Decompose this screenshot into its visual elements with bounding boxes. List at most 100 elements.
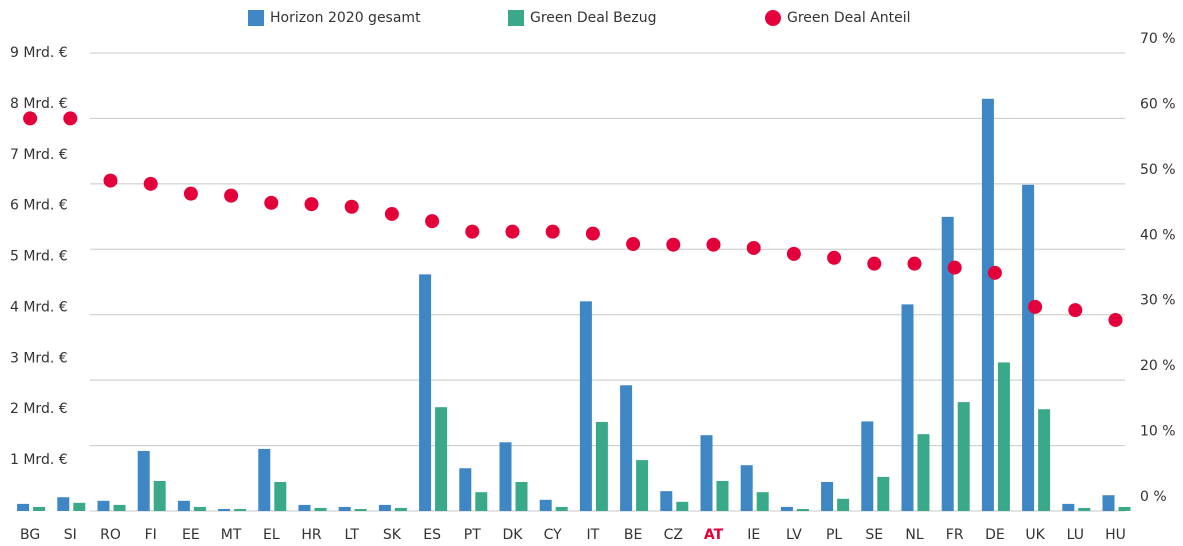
y2-tick-label: 60 % <box>1140 96 1176 112</box>
bar <box>700 435 713 511</box>
x-tick-label: LV <box>786 527 802 543</box>
y2-tick-label: 30 % <box>1140 293 1176 309</box>
x-tick-label: SE <box>865 527 883 543</box>
bar <box>378 504 391 511</box>
bar <box>780 506 793 511</box>
x-tick-label: AT <box>704 527 724 543</box>
bar <box>193 506 206 511</box>
bar <box>459 468 472 511</box>
bar <box>338 506 351 511</box>
bar <box>113 504 126 511</box>
y-tick-label: 6 Mrd. € <box>10 198 68 214</box>
dot <box>183 186 198 201</box>
bar <box>394 507 407 511</box>
x-tick-label: SK <box>383 527 402 543</box>
dot <box>947 260 962 275</box>
y2-tick-label: 40 % <box>1140 227 1176 243</box>
x-tick-label: SI <box>64 527 77 543</box>
bar <box>1078 507 1091 511</box>
bar <box>1038 409 1051 511</box>
dot <box>143 176 158 191</box>
x-tick-label: BG <box>20 527 40 543</box>
dot <box>786 246 801 261</box>
bar <box>957 402 970 511</box>
legend-swatch <box>765 10 781 26</box>
dot <box>264 195 279 210</box>
y2-tick-label: 70 % <box>1140 31 1176 47</box>
dot <box>425 214 440 229</box>
y-tick-label: 3 Mrd. € <box>10 350 68 366</box>
bar <box>314 507 327 511</box>
bar <box>1102 495 1115 511</box>
bar <box>258 448 271 511</box>
dot <box>907 256 922 271</box>
x-tick-label: BE <box>624 527 642 543</box>
dot <box>827 250 842 265</box>
y-tick-label: 9 Mrd. € <box>10 45 68 61</box>
bar <box>73 502 86 511</box>
bar <box>153 480 166 511</box>
x-tick-label: LT <box>344 527 359 543</box>
bar <box>274 481 287 511</box>
bar <box>17 503 30 511</box>
x-tick-label: RO <box>100 527 121 543</box>
dot <box>1028 299 1043 314</box>
dot <box>384 206 399 221</box>
x-tick-label: EL <box>263 527 280 543</box>
x-tick-label: DE <box>985 527 1005 543</box>
dot <box>585 226 600 241</box>
x-tick-label: LU <box>1067 527 1084 543</box>
y-tick-label: 1 Mrd. € <box>10 452 68 468</box>
y-tick-label: 7 Mrd. € <box>10 147 68 163</box>
bar <box>676 501 689 511</box>
legend-swatch <box>508 10 524 26</box>
bar <box>1062 503 1075 511</box>
bar <box>821 481 834 511</box>
bar <box>579 301 592 511</box>
dot <box>987 265 1002 280</box>
bar <box>941 216 954 511</box>
bar <box>137 450 150 511</box>
bar <box>475 492 488 511</box>
dot <box>1108 312 1123 327</box>
y-tick-label: 4 Mrd. € <box>10 299 68 315</box>
x-tick-label: EE <box>182 527 200 543</box>
dot <box>706 237 721 252</box>
y2-tick-label: 10 % <box>1140 424 1176 440</box>
bar <box>57 497 70 511</box>
x-tick-label: IE <box>747 527 760 543</box>
legend-label: Green Deal Anteil <box>787 10 911 26</box>
bar <box>177 500 190 511</box>
x-tick-label: ES <box>423 527 441 543</box>
bar <box>515 481 528 511</box>
bar <box>740 465 753 511</box>
y-tick-label: 2 Mrd. € <box>10 401 68 417</box>
bar <box>981 98 994 512</box>
bar <box>298 504 311 511</box>
bar <box>796 508 809 511</box>
x-tick-label: CZ <box>664 527 683 543</box>
dot <box>103 173 118 188</box>
bar <box>1118 506 1131 511</box>
dot <box>545 224 560 239</box>
bar <box>837 498 850 511</box>
bar <box>499 442 512 511</box>
dot <box>626 237 641 252</box>
legend-label: Horizon 2020 gesamt <box>270 10 421 26</box>
dot <box>867 256 882 271</box>
y2-tick-label: 50 % <box>1140 162 1176 178</box>
x-tick-label: FR <box>946 527 964 543</box>
x-tick-label: HU <box>1105 527 1126 543</box>
x-tick-label: UK <box>1025 527 1045 543</box>
y-tick-label: 5 Mrd. € <box>10 249 68 265</box>
bar <box>620 385 633 511</box>
x-tick-label: HR <box>301 527 322 543</box>
y-tick-label: 8 Mrd. € <box>10 96 68 112</box>
bar <box>595 421 608 511</box>
bar <box>877 476 890 511</box>
dot <box>344 199 359 214</box>
bar <box>354 508 367 511</box>
dot <box>746 240 761 255</box>
x-tick-label: PL <box>826 527 842 543</box>
